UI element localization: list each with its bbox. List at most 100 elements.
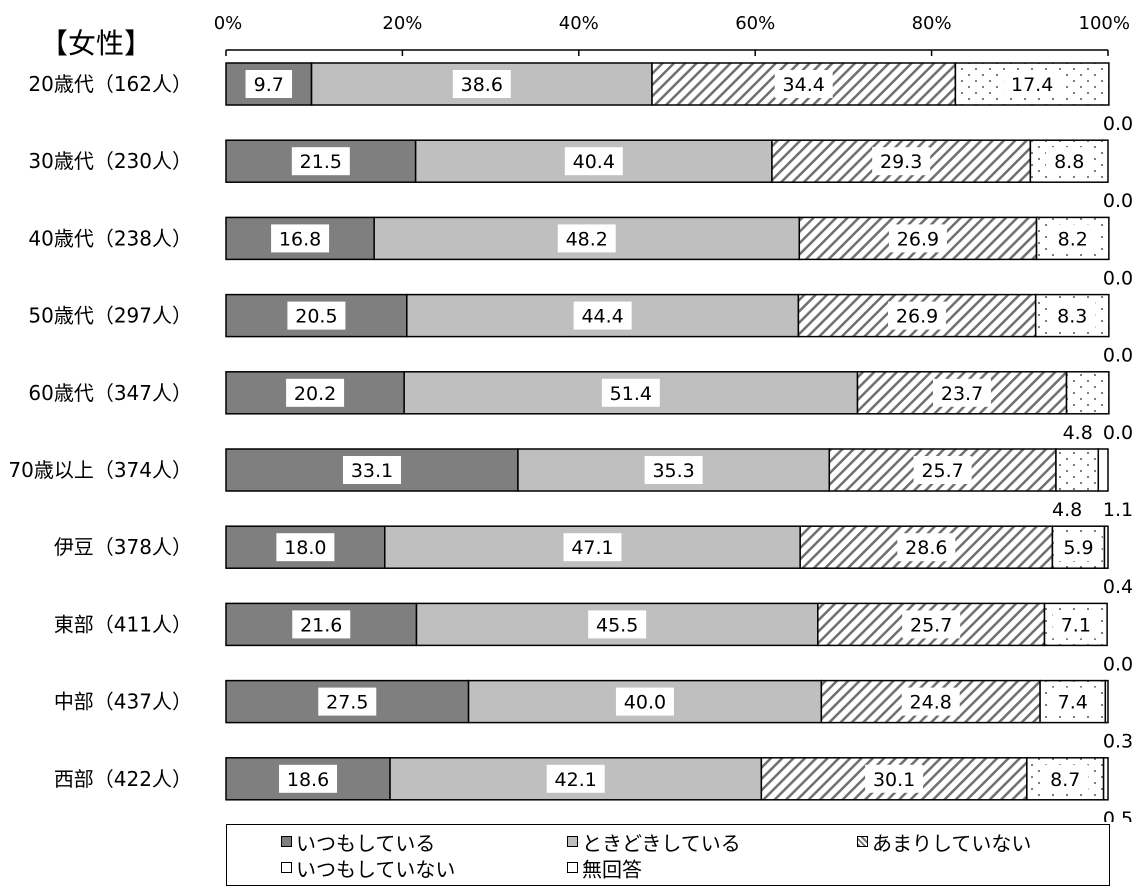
chart-title: 【女性】 bbox=[40, 27, 152, 60]
x-tick-label: 0% bbox=[214, 13, 243, 34]
data-label: 25.7 bbox=[921, 460, 963, 482]
data-label: 30.1 bbox=[873, 769, 915, 791]
data-label-box bbox=[901, 687, 960, 716]
data-label-box bbox=[292, 610, 351, 639]
data-label-box bbox=[276, 533, 335, 562]
data-label-box bbox=[564, 147, 623, 176]
data-label: 7.1 bbox=[1061, 614, 1091, 636]
category-label: 30歳代（230人） bbox=[28, 149, 192, 173]
bar-segment bbox=[1104, 679, 1109, 724]
data-label-box bbox=[1055, 533, 1102, 562]
x-tick-label: 60% bbox=[735, 13, 775, 34]
bar-row: 東部（411人） 21.6 45.5 25.7 7.1 0.0 bbox=[54, 602, 1133, 675]
data-label-box bbox=[1045, 147, 1093, 176]
data-label: 0.5 bbox=[1103, 808, 1133, 822]
data-label: 0.0 bbox=[1103, 113, 1133, 135]
bar-segment bbox=[1055, 448, 1100, 492]
data-label: 44.4 bbox=[581, 306, 623, 328]
data-label: 0.4 bbox=[1103, 576, 1133, 598]
data-label-box bbox=[546, 764, 605, 793]
legend-label: いつもしていない bbox=[296, 857, 456, 882]
data-label-box bbox=[888, 301, 947, 330]
data-label-box bbox=[913, 456, 972, 484]
data-label: 7.4 bbox=[1058, 692, 1088, 714]
legend-item-itsumo: いつもしている bbox=[281, 829, 435, 857]
data-label-box bbox=[933, 378, 992, 407]
data-label-box bbox=[563, 533, 622, 562]
data-label: 26.9 bbox=[897, 228, 939, 250]
data-label-box bbox=[245, 70, 293, 98]
bar-row: 40歳代（238人） 16.8 48.2 26.9 8.2 0.0 bbox=[28, 216, 1133, 289]
data-label-box bbox=[774, 70, 833, 98]
data-label-box bbox=[291, 147, 350, 176]
category-label: 60歳代（347人） bbox=[28, 381, 192, 405]
data-label-box bbox=[1003, 70, 1062, 98]
bar-row: 50歳代（297人） 20.5 44.4 26.9 8.3 0.0 bbox=[28, 293, 1133, 367]
data-label: 35.3 bbox=[652, 460, 694, 482]
data-label-box bbox=[1041, 764, 1089, 793]
data-label-box bbox=[615, 687, 674, 716]
data-label: 8.7 bbox=[1050, 769, 1080, 791]
data-label-box bbox=[271, 224, 330, 253]
data-label: 0.0 bbox=[1103, 267, 1133, 289]
data-label: 26.9 bbox=[896, 306, 938, 328]
data-label: 1.1 bbox=[1103, 499, 1133, 521]
data-label-box bbox=[1049, 224, 1096, 253]
data-label-box bbox=[897, 533, 956, 562]
category-label: 70歳以上（374人） bbox=[8, 458, 192, 482]
data-label: 21.6 bbox=[300, 614, 342, 636]
bar-row: 20歳代（162人） 9.7 38.6 34.4 17.4 0.0 bbox=[28, 62, 1133, 135]
data-label-box bbox=[286, 378, 345, 407]
data-label: 0.0 bbox=[1103, 345, 1133, 367]
legend-item-mukaito: 無回答 bbox=[567, 855, 642, 883]
legend-swatch-icon bbox=[281, 862, 292, 873]
legend-label: いつもしている bbox=[296, 831, 436, 856]
legend-item-itsumonai: いつもしていない bbox=[281, 855, 455, 883]
bar-row: 西部（422人） 18.6 42.1 30.1 8.7 0.5 bbox=[54, 757, 1133, 830]
data-label-box bbox=[1052, 610, 1100, 639]
data-label: 38.6 bbox=[461, 74, 503, 96]
legend-label: あまりしていない bbox=[872, 831, 1032, 856]
data-label: 20.2 bbox=[294, 383, 336, 405]
data-label-box bbox=[865, 764, 924, 793]
data-label-box bbox=[1049, 687, 1096, 716]
data-label-box bbox=[452, 70, 511, 98]
data-label: 28.6 bbox=[905, 537, 947, 559]
category-label: 40歳代（238人） bbox=[28, 226, 192, 250]
legend: いつもしている ときどきしている あまりしていない いつもしていない 無回答 bbox=[226, 824, 1110, 886]
category-label: 西部（422人） bbox=[54, 767, 192, 791]
data-label: 8.3 bbox=[1057, 306, 1087, 328]
data-label: 20.5 bbox=[295, 306, 337, 328]
bar-row: 30歳代（230人） 21.5 40.4 29.3 8.8 0.0 bbox=[28, 139, 1133, 212]
chart-plot: 【女性】 0% 20% 40% 60% 80% 100% 20歳代（162人） 9.7 38.… bbox=[8, 13, 1133, 830]
data-label: 27.5 bbox=[326, 692, 368, 714]
data-label: 8.8 bbox=[1054, 151, 1084, 173]
legend-label: 無回答 bbox=[582, 857, 642, 882]
data-label: 45.5 bbox=[596, 614, 638, 636]
data-label-box bbox=[588, 610, 647, 639]
data-label-box bbox=[557, 224, 616, 253]
data-label: 21.5 bbox=[300, 151, 342, 173]
legend-label: ときどきしている bbox=[582, 831, 741, 856]
data-label: 9.7 bbox=[254, 74, 284, 96]
bar-segment bbox=[1102, 757, 1109, 801]
data-label: 0.0 bbox=[1103, 190, 1133, 212]
legend-swatch-icon bbox=[857, 836, 868, 847]
data-label-box bbox=[888, 224, 947, 253]
data-label: 0.3 bbox=[1103, 731, 1133, 753]
bar-row: 中部（437人） 27.5 40.0 24.8 7.4 0.3 bbox=[54, 679, 1133, 753]
bar-segment bbox=[1065, 371, 1110, 415]
data-label: 23.7 bbox=[941, 383, 983, 405]
x-tick-label: 40% bbox=[559, 13, 599, 34]
data-label-box bbox=[902, 610, 961, 639]
legend-swatch-icon bbox=[567, 836, 578, 847]
category-label: 伊豆（378人） bbox=[54, 535, 192, 559]
x-tick-label: 100% bbox=[1079, 13, 1130, 34]
data-label: 4.8 bbox=[1063, 422, 1093, 444]
data-label: 34.4 bbox=[783, 74, 825, 96]
data-label-box bbox=[573, 301, 632, 330]
legend-item-amari: あまりしていない bbox=[857, 829, 1031, 857]
data-label: 25.7 bbox=[910, 614, 952, 636]
data-label: 29.3 bbox=[880, 151, 922, 173]
